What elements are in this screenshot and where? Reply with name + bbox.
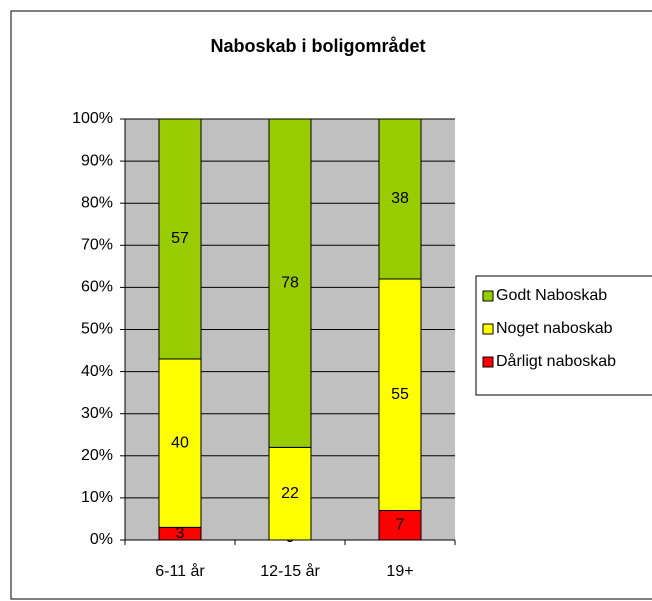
bar-segment (158, 118, 202, 360)
bar-segment (378, 510, 422, 541)
bar-segment (158, 358, 202, 528)
data-label: 57 (171, 230, 189, 247)
bar-segment (378, 118, 422, 280)
data-label: 40 (171, 434, 189, 451)
data-label: 55 (391, 386, 409, 403)
legend-swatch (482, 290, 494, 302)
legend-label: Dårligt naboskab (496, 352, 616, 370)
y-tick-label: 60% (81, 279, 113, 296)
legend-swatch (482, 323, 494, 335)
bar-segment (268, 118, 312, 448)
chart-title: Naboskab i boligområdet (210, 36, 425, 56)
y-tick-label: 80% (81, 194, 113, 211)
y-tick-label: 90% (81, 152, 113, 169)
y-tick-label: 10% (81, 489, 113, 506)
legend-label: Noget naboskab (496, 320, 613, 337)
legend-swatch (482, 356, 494, 368)
data-label: 3 (176, 525, 185, 542)
data-label: 22 (281, 485, 299, 502)
x-tick-label: 12-15 år (260, 562, 320, 580)
y-tick-label: 50% (81, 321, 113, 338)
x-tick-label: 6-11 år (155, 562, 205, 580)
y-tick-label: 100% (72, 110, 113, 127)
y-tick-label: 30% (81, 405, 113, 422)
bar-segment (268, 446, 312, 541)
data-label: 78 (281, 274, 299, 291)
legend-box (475, 275, 652, 396)
data-label: 38 (391, 190, 409, 207)
legend-label: Godt Naboskab (496, 287, 607, 304)
data-label: 7 (396, 516, 405, 533)
y-tick-label: 70% (81, 237, 113, 254)
y-tick-label: 20% (81, 447, 113, 464)
y-tick-label: 40% (81, 363, 113, 380)
x-tick-label: 19+ (386, 563, 413, 580)
y-tick-label: 0% (90, 531, 113, 548)
